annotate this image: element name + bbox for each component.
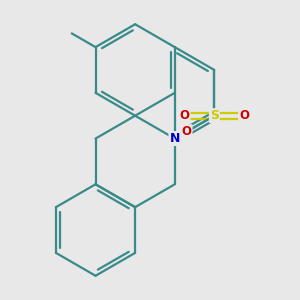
Text: N: N — [169, 132, 180, 145]
Text: S: S — [210, 109, 219, 122]
Text: O: O — [170, 132, 180, 145]
Text: O: O — [180, 109, 190, 122]
Text: O: O — [182, 125, 192, 138]
Text: O: O — [239, 109, 249, 122]
